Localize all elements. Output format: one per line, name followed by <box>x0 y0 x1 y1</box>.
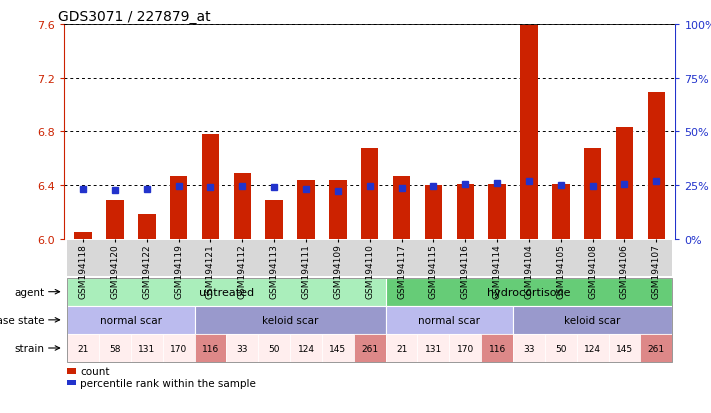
Text: count: count <box>80 366 109 376</box>
Text: keloid scar: keloid scar <box>262 315 319 325</box>
Text: 124: 124 <box>297 344 314 353</box>
Text: 145: 145 <box>616 344 633 353</box>
Text: 131: 131 <box>138 344 156 353</box>
Text: 21: 21 <box>396 344 407 353</box>
Text: hydrocortisone: hydrocortisone <box>487 287 571 297</box>
Text: 170: 170 <box>170 344 187 353</box>
Bar <box>488 185 506 240</box>
Text: 58: 58 <box>109 344 121 353</box>
Text: 261: 261 <box>361 344 378 353</box>
Text: normal scar: normal scar <box>418 315 481 325</box>
Text: GDS3071 / 227879_at: GDS3071 / 227879_at <box>58 10 210 24</box>
Text: 21: 21 <box>77 344 89 353</box>
Text: agent: agent <box>14 287 44 297</box>
Bar <box>424 186 442 240</box>
Text: disease state: disease state <box>0 315 44 325</box>
Bar <box>138 214 156 240</box>
Bar <box>456 185 474 240</box>
Bar <box>361 148 378 240</box>
Text: 50: 50 <box>269 344 280 353</box>
Text: percentile rank within the sample: percentile rank within the sample <box>80 377 256 388</box>
Bar <box>297 180 315 240</box>
Bar <box>75 233 92 240</box>
Text: 50: 50 <box>555 344 567 353</box>
Bar <box>329 180 347 240</box>
Text: strain: strain <box>14 343 44 353</box>
Text: normal scar: normal scar <box>100 315 162 325</box>
Bar <box>234 174 251 240</box>
Text: 170: 170 <box>456 344 474 353</box>
Text: 116: 116 <box>202 344 219 353</box>
Text: 116: 116 <box>488 344 506 353</box>
Text: 131: 131 <box>424 344 442 353</box>
Bar <box>520 26 538 240</box>
Text: keloid scar: keloid scar <box>565 315 621 325</box>
Text: 33: 33 <box>523 344 535 353</box>
Bar <box>392 176 410 240</box>
Text: 145: 145 <box>329 344 346 353</box>
Bar <box>584 148 602 240</box>
Bar <box>170 176 188 240</box>
Bar <box>106 201 124 240</box>
Bar <box>648 93 665 240</box>
Bar <box>202 135 219 240</box>
Text: 124: 124 <box>584 344 601 353</box>
Bar <box>265 201 283 240</box>
Bar <box>552 185 570 240</box>
Text: 33: 33 <box>237 344 248 353</box>
Text: untreated: untreated <box>199 287 254 297</box>
Text: 261: 261 <box>648 344 665 353</box>
Bar <box>616 128 634 240</box>
